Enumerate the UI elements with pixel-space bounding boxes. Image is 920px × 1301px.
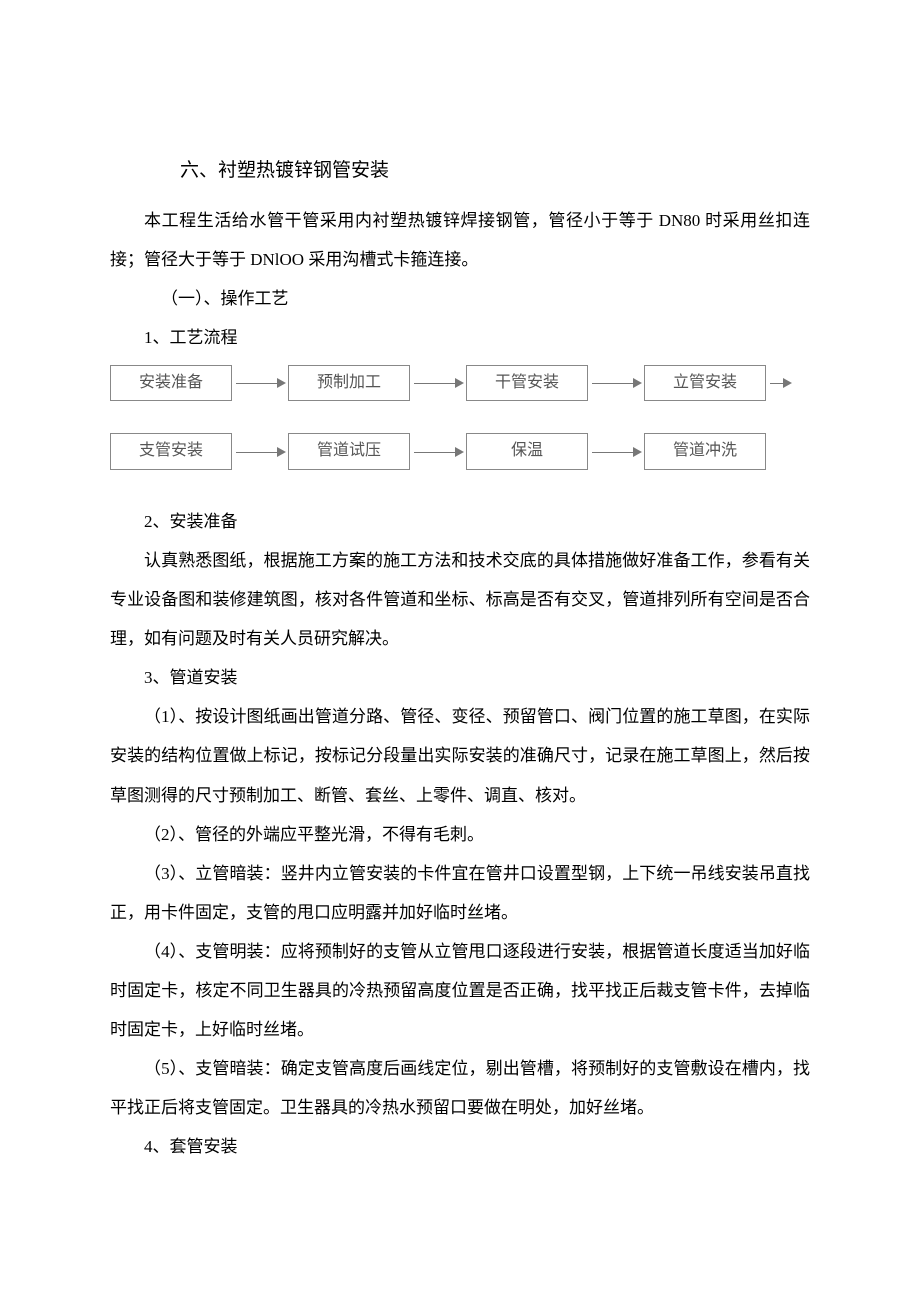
flow-node: 管道试压	[288, 433, 410, 469]
flow-node: 预制加工	[288, 365, 410, 401]
flow-node: 管道冲洗	[644, 433, 766, 469]
item-3-heading: 3、管道安装	[110, 658, 810, 697]
item-2-paragraph: 认真熟悉图纸，根据施工方案的施工方法和技术交底的具体措施做好准备工作，参看有关专…	[110, 541, 810, 658]
item-1-heading: 1、工艺流程	[110, 318, 810, 357]
flow-node: 支管安装	[110, 433, 232, 469]
arrow-icon	[588, 445, 644, 459]
item-3-4-paragraph: （4）、支管明装：应将预制好的支管从立管甩口逐段进行安装，根据管道长度适当加好临…	[110, 932, 810, 1049]
item-3-3-paragraph: （3）、立管暗装：竖井内立管安装的卡件宜在管井口设置型钢，上下统一吊线安装吊直找…	[110, 854, 810, 932]
item-3-2-paragraph: （2）、管径的外端应平整光滑，不得有毛刺。	[110, 815, 810, 854]
arrow-icon	[410, 376, 466, 390]
flow-node: 保温	[466, 433, 588, 469]
document-page: 六、衬塑热镀锌钢管安装 本工程生活给水管干管采用内衬塑热镀锌焊接钢管，管径小于等…	[0, 0, 920, 1301]
subsection-1: （一）、操作工艺	[110, 279, 810, 318]
item-3-5-paragraph: （5）、支管暗装：确定支管高度后画线定位，剔出管槽，将预制好的支管敷设在槽内，找…	[110, 1049, 810, 1127]
item-3-1-paragraph: （1）、按设计图纸画出管道分路、管径、变径、预留管口、阀门位置的施工草图，在实际…	[110, 697, 810, 814]
arrow-icon	[410, 445, 466, 459]
flow-node: 立管安装	[644, 365, 766, 401]
arrow-icon	[232, 445, 288, 459]
process-flowchart: 安装准备 预制加工 干管安装 立管安装 支管安装 管道试压 保温 管道冲洗	[110, 365, 810, 470]
arrow-icon	[232, 376, 288, 390]
flow-row-1: 安装准备 预制加工 干管安装 立管安装	[110, 365, 810, 401]
item-2-heading: 2、安装准备	[110, 502, 810, 541]
flow-row-2: 支管安装 管道试压 保温 管道冲洗	[110, 433, 810, 469]
item-4-heading: 4、套管安装	[110, 1127, 810, 1166]
intro-paragraph: 本工程生活给水管干管采用内衬塑热镀锌焊接钢管，管径小于等于 DN80 时采用丝扣…	[110, 201, 810, 279]
flow-node: 干管安装	[466, 365, 588, 401]
arrow-icon	[766, 376, 794, 390]
arrow-icon	[588, 376, 644, 390]
section-title: 六、衬塑热镀锌钢管安装	[180, 149, 810, 193]
flow-node: 安装准备	[110, 365, 232, 401]
